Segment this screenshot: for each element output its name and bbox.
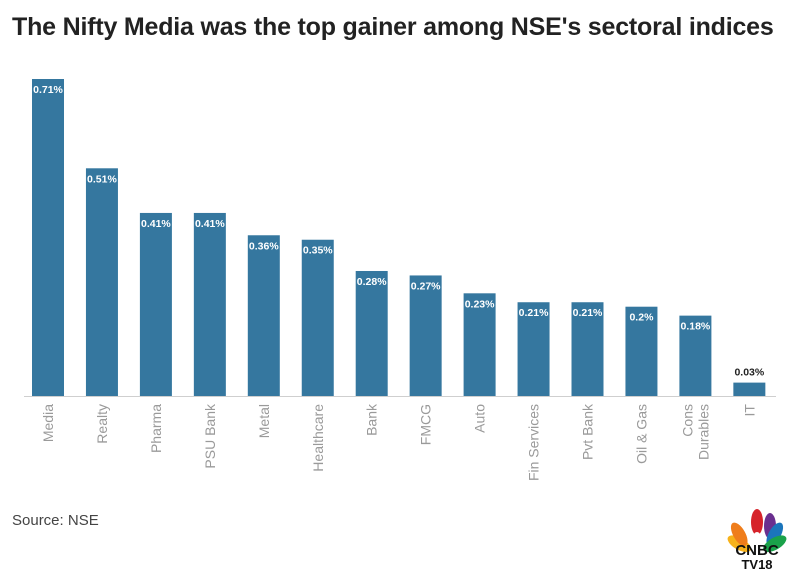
bar-healthcare	[301, 239, 334, 396]
data-label: 0.2%	[629, 312, 654, 324]
x-tick-label: Oil & Gas	[633, 404, 649, 464]
x-tick-label: Pharma	[148, 404, 164, 453]
x-tick-label: Fin Services	[526, 404, 542, 481]
data-label: 0.71%	[33, 84, 63, 96]
x-tick-label: Metal	[256, 404, 272, 438]
logo-text-cnbc: CNBC	[735, 542, 778, 559]
bar-it	[733, 382, 766, 396]
bar-oil-gas	[625, 306, 658, 396]
x-tick-label: Healthcare	[310, 404, 326, 472]
bar-fmcg	[409, 275, 442, 396]
bar-cons-durables	[679, 315, 712, 396]
data-label: 0.35%	[303, 245, 333, 257]
x-tick-label: PSU Bank	[202, 403, 218, 469]
data-label: 0.21%	[519, 307, 549, 319]
bar-pharma	[139, 212, 172, 396]
x-tick-label: Bank	[364, 403, 380, 436]
peacock-icon	[727, 509, 787, 553]
bar-media	[32, 79, 64, 396]
source-note: Source: NSE	[12, 512, 99, 529]
data-label: 0.23%	[465, 298, 495, 310]
data-label: 0.51%	[87, 173, 117, 185]
data-label: 0.03%	[734, 367, 764, 379]
cnbc-tv18-logo: CNBC TV18	[727, 509, 787, 572]
chart-title: The Nifty Media was the top gainer among…	[12, 13, 774, 41]
x-tick-label: Cons	[679, 404, 695, 437]
bar-pvt-bank	[571, 302, 604, 396]
x-tick-label: Realty	[94, 404, 110, 444]
bar-auto	[463, 293, 496, 396]
bar-psu-bank	[193, 212, 226, 396]
bar-chart: 0.71% Media 0.51% Realty 0.41% Pharma 0.41% PSU…	[24, 79, 776, 481]
data-label: 0.18%	[681, 321, 711, 333]
bar-bank	[355, 270, 388, 396]
data-label: 0.41%	[141, 218, 171, 230]
x-tick-label: IT	[741, 404, 757, 417]
bar-metal	[247, 235, 280, 396]
data-label: 0.21%	[573, 307, 603, 319]
data-label: 0.28%	[357, 276, 387, 288]
x-tick-label: Pvt Bank	[580, 403, 596, 460]
data-label: 0.36%	[249, 240, 279, 252]
data-label: 0.41%	[195, 218, 225, 230]
x-tick-label: Durables	[695, 404, 711, 460]
data-label: 0.27%	[411, 280, 441, 292]
bar-fin-services	[517, 302, 550, 396]
x-tick-label: FMCG	[418, 404, 434, 445]
bar-realty	[85, 168, 118, 396]
x-tick-label: Auto	[472, 404, 488, 433]
logo-text-tv18: TV18	[741, 557, 772, 572]
x-tick-label: Media	[40, 404, 56, 442]
